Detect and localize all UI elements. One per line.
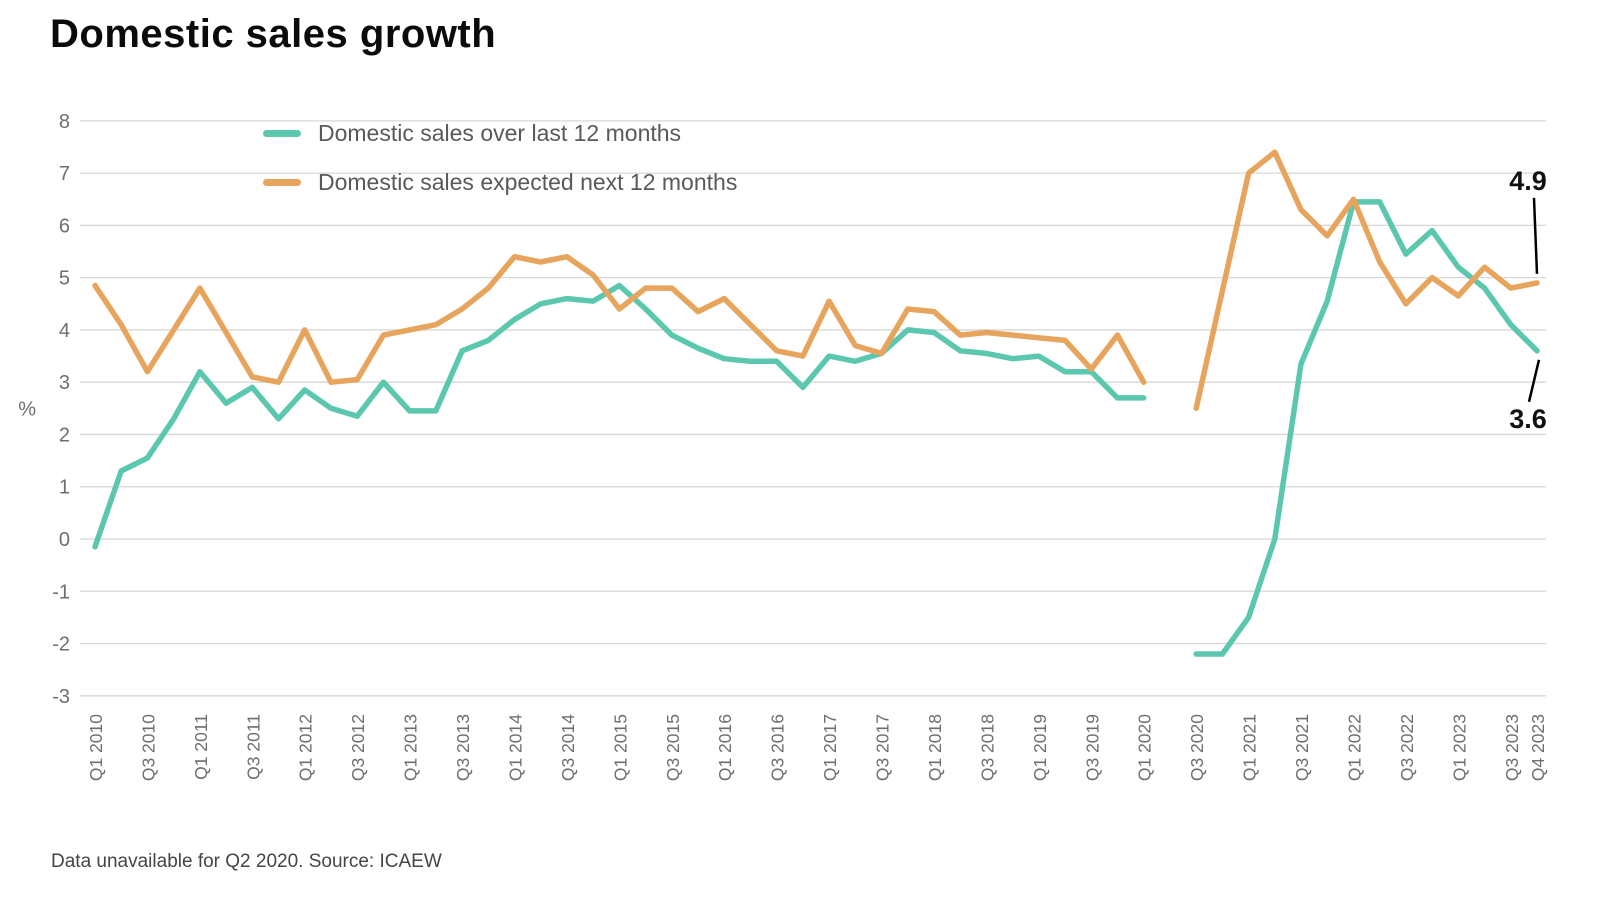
x-axis-tick-label: Q3 2015 — [663, 714, 683, 781]
y-axis-tick-label: 3 — [59, 372, 70, 394]
x-axis-tick-label: Q1 2023 — [1449, 714, 1469, 781]
x-axis-tick-label: Q3 2014 — [558, 714, 578, 781]
series-line-last-12-months — [1193, 199, 1540, 657]
x-axis-tick-label: Q1 2014 — [505, 714, 525, 781]
x-axis-tick-label: Q3 2011 — [243, 714, 263, 780]
x-axis-tick-label: Q1 2010 — [86, 714, 106, 781]
x-axis-tick-label: Q3 2013 — [453, 714, 473, 781]
y-axis-tick-label: -2 — [52, 634, 70, 656]
y-axis-unit-label: % — [18, 398, 36, 420]
teal-line-swatch-icon — [263, 130, 301, 137]
annotation-value-label: 3.6 — [1509, 404, 1547, 434]
chart-legend: Domestic sales over last 12 months Domes… — [263, 120, 737, 196]
x-axis-tick-label: Q3 2012 — [348, 714, 368, 781]
x-axis-tick-label: Q3 2023 — [1502, 714, 1522, 781]
y-axis-tick-label: 6 — [59, 215, 70, 237]
x-axis-tick-label: Q4 2023 — [1528, 714, 1548, 781]
x-axis-tick-label: Q1 2019 — [1030, 714, 1050, 781]
y-axis-tick-label: 1 — [59, 477, 70, 499]
x-axis-tick-label: Q1 2016 — [715, 714, 735, 781]
series-line-expected-next-12-months — [1193, 149, 1540, 412]
series-line-expected-next-12-months — [92, 253, 1147, 385]
orange-line-swatch-icon — [263, 179, 301, 186]
x-axis-tick-label: Q1 2015 — [610, 714, 630, 781]
x-axis-tick-label: Q1 2021 — [1240, 714, 1260, 781]
domestic-sales-line-chart: 8 7 6 5 4 3 2 1 0 -1 -2 -3% Q1 2010 Q3 2010 Q1 2011 Q3 … — [18, 111, 1548, 781]
y-axis-tick-label: 7 — [59, 163, 70, 185]
y-axis-tick-label: 8 — [59, 111, 70, 133]
x-axis-tick-label: Q3 2020 — [1187, 714, 1207, 781]
x-axis-tick-label: Q1 2017 — [820, 714, 840, 781]
annotation-value-label: 4.9 — [1509, 166, 1547, 196]
x-axis-tick-label: Q1 2012 — [296, 714, 316, 781]
y-axis-tick-label: 5 — [59, 268, 70, 290]
x-axis-tick-label: Q3 2016 — [768, 714, 788, 781]
x-axis-tick-label: Q1 2020 — [1135, 714, 1155, 781]
legend-label-last-12-months: Domestic sales over last 12 months — [318, 120, 682, 146]
x-axis-tick-label: Q1 2011 — [191, 714, 211, 780]
x-axis-tick-label: Q3 2021 — [1292, 714, 1312, 781]
y-axis-tick-label: -1 — [52, 581, 70, 603]
y-axis-tick-label: 2 — [59, 424, 70, 446]
x-axis-tick-label: Q3 2018 — [977, 714, 997, 781]
source-footnote: Data unavailable for Q2 2020. Source: IC… — [51, 851, 442, 872]
legend-label-expected-next-12-months: Domestic sales expected next 12 months — [318, 169, 738, 195]
x-axis-tick-label: Q3 2017 — [873, 714, 893, 781]
y-axis-tick-label: 4 — [59, 320, 70, 342]
series-line-last-12-months — [92, 282, 1147, 550]
x-axis-tick-label: Q3 2010 — [138, 714, 158, 781]
x-axis-tick-label: Q1 2018 — [925, 714, 945, 781]
x-axis-tick-label: Q1 2013 — [401, 714, 421, 781]
x-axis-tick-label: Q3 2019 — [1082, 714, 1102, 781]
legend-item-expected-next-12-months: Domestic sales expected next 12 months — [263, 169, 737, 196]
legend-item-last-12-months: Domestic sales over last 12 months — [263, 120, 737, 147]
y-axis-tick-label: 0 — [59, 529, 70, 551]
annotation-leader-line — [1527, 359, 1541, 403]
y-axis-tick-label: -3 — [52, 686, 70, 708]
x-axis-tick-label: Q3 2022 — [1397, 714, 1417, 781]
annotation-leader-line — [1532, 197, 1539, 274]
chart-title: Domestic sales growth — [50, 12, 497, 56]
x-axis-tick-label: Q1 2022 — [1344, 714, 1364, 781]
